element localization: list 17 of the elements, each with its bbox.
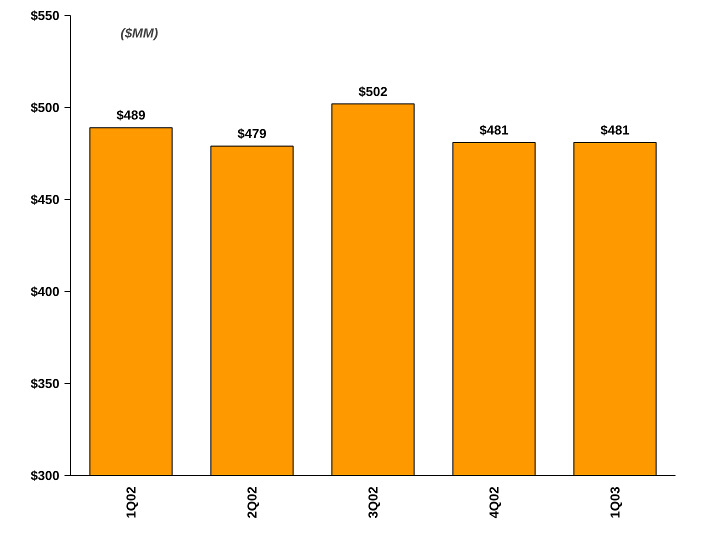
- data-label: $502: [358, 84, 388, 99]
- x-tick-label: 2Q02: [244, 486, 260, 518]
- annotation: ($MM): [120, 26, 158, 40]
- y-tick-label: $550: [30, 8, 60, 23]
- x-tick-label: 1Q03: [608, 486, 622, 518]
- data-label: $489: [116, 108, 146, 123]
- y-tick-label: $300: [30, 468, 60, 483]
- x-tick-label: 3Q02: [366, 486, 380, 518]
- y-tick-label: $400: [30, 284, 60, 299]
- y-tick-label: $500: [30, 100, 60, 115]
- y-tick-label: $450: [30, 192, 60, 207]
- data-label: $481: [600, 122, 630, 138]
- x-tick-label: 1Q02: [124, 486, 138, 518]
- x-tick-label: 4Q02: [486, 486, 502, 518]
- data-label: $481: [480, 122, 508, 138]
- data-label: $479: [238, 126, 266, 142]
- y-tick-label: $350: [30, 376, 60, 391]
